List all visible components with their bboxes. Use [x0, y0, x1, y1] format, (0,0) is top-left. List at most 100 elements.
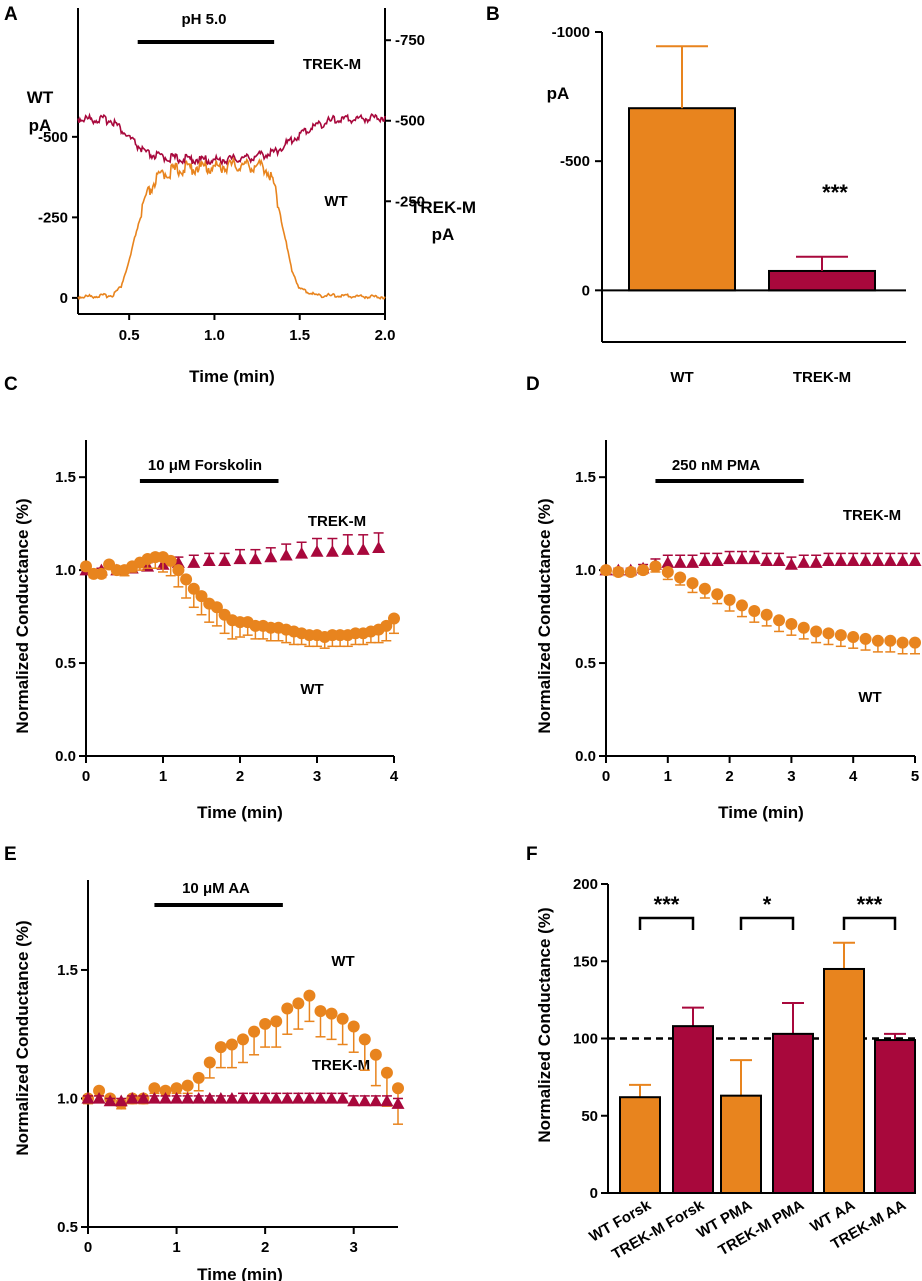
panel-e-trek-point: [280, 1091, 294, 1104]
panel-e: E 10 μM AA WT TREK-M Time (min) Normaliz…: [4, 844, 405, 1281]
panel-d-wt-point: [686, 577, 699, 590]
panel-e-y-tick-label: 1.5: [57, 962, 78, 979]
panel-c-wt-label: WT: [300, 681, 323, 698]
panel-c-trek-point: [187, 556, 201, 568]
panel-c-y-tick-label: 1.0: [55, 562, 76, 579]
panel-c-wt-point: [187, 582, 200, 595]
panel-e-wt-point: [170, 1082, 183, 1095]
panel-e-trek-point: [258, 1091, 272, 1104]
panel-d-trek-point: [710, 554, 724, 567]
panel-d-trek-point: [661, 556, 675, 568]
panel-d-x-tick-label: 3: [787, 768, 795, 785]
panel-e-trek-point: [269, 1091, 283, 1104]
panel-d-wt-point: [859, 632, 872, 645]
panel-e-trek-point: [369, 1094, 383, 1107]
panel-c-y-tick-label: 1.5: [55, 469, 76, 486]
panel-e-wt-point: [358, 1033, 371, 1046]
panel-d-trek-point: [846, 554, 860, 567]
panel-d-trek-point: [686, 556, 700, 568]
panel-a-x-tick-label: 0.5: [119, 327, 140, 344]
panel-d-trek-point: [747, 552, 761, 565]
panel-e-wt-label: WT: [331, 953, 354, 970]
panel-a-x-tick-label: 1.5: [289, 327, 310, 344]
panel-c-wt-point: [210, 601, 223, 614]
panel-f-significance-bracket: [739, 916, 795, 930]
panel-d-trek-point: [871, 554, 885, 567]
panel-f-bar: [823, 967, 865, 1194]
panel-d-wt-point: [637, 564, 650, 577]
panel-c-trek-point: [325, 545, 339, 557]
panel-a-wt-trace: [77, 156, 386, 301]
panel-b-category-label: WT: [670, 369, 693, 386]
panel-c-trek-point: [233, 552, 247, 565]
panel-c-trek-point: [171, 556, 185, 568]
panel-d-trek-point: [883, 554, 897, 567]
panel-e-x-tick-label: 1: [172, 1239, 180, 1256]
panel-a-right-tick-label: -250: [395, 193, 425, 210]
panel-d-y-tick-label: 0.0: [575, 748, 596, 765]
panel-e-trek-point: [225, 1091, 239, 1104]
panel-e-wt-point: [203, 1056, 216, 1069]
panel-d-wt-point: [760, 608, 773, 621]
panel-e-wt-point: [237, 1033, 249, 1046]
panel-d-wt-point: [723, 593, 736, 606]
panel-c-trek-point: [310, 545, 324, 557]
panel-e-wt-point: [380, 1066, 393, 1079]
panel-a-left-label-2: pA: [29, 116, 52, 135]
panel-d-wt-point: [674, 571, 687, 584]
panel-d-wt-point: [909, 636, 921, 649]
panel-d-x-tick-label: 4: [849, 768, 858, 785]
panel-d-wt-point: [612, 565, 625, 578]
panel-d-wt-point: [810, 625, 823, 638]
panel-e-wt-point: [259, 1017, 272, 1030]
panel-e-x-tick-label: 0: [84, 1239, 92, 1256]
panel-c-x-axis-label: Time (min): [197, 803, 283, 822]
panel-e-trek-point: [203, 1091, 217, 1104]
panel-e-x-tick-label: 3: [350, 1239, 358, 1256]
panel-d-wt-label: WT: [858, 689, 881, 706]
panel-b-y-tick-label: -1000: [552, 24, 590, 41]
panel-d-wt-point: [871, 634, 884, 647]
panel-c-y-axis-label: Normalized Conductance (%): [13, 498, 32, 733]
panel-d-trek-point: [908, 554, 922, 567]
panel-e-wt-point: [270, 1015, 283, 1028]
panel-e-x-tick-label: 2: [261, 1239, 269, 1256]
panel-c-x-tick-label: 4: [390, 768, 399, 785]
panel-d: D 250 nM PMA TREK-M WT Time (min) Normal…: [526, 374, 922, 822]
panel-a-treatment-label: pH 5.0: [181, 11, 226, 28]
panel-e-trek-point: [147, 1091, 161, 1104]
panel-a-x-axis-label: Time (min): [189, 367, 275, 386]
panel-f-letter: F: [526, 844, 538, 865]
panel-e-trek-point: [247, 1091, 261, 1104]
panel-b-y-tick-label: -500: [560, 153, 590, 170]
panel-e-trek-label: TREK-M: [312, 1057, 370, 1074]
panel-b-bar: [628, 107, 736, 292]
panel-c-x-tick-label: 3: [313, 768, 321, 785]
panel-d-trek-point: [859, 554, 873, 567]
panel-b-y-tick-label: 0: [582, 282, 590, 299]
panel-e-wt-point: [181, 1079, 194, 1092]
panel-a-x-tick-label: 1.0: [204, 327, 225, 344]
panel-e-wt-point: [248, 1025, 261, 1038]
panel-f-bar: [619, 1096, 661, 1194]
panel-b: B pA *** -1000 -500 0 WT TREK-M: [486, 4, 906, 386]
panel-c-wt-point: [95, 567, 108, 580]
panel-d-wt-point: [896, 636, 909, 649]
panel-d-trek-point: [760, 554, 774, 567]
panel-f-y-tick-label: 50: [581, 1108, 598, 1125]
panel-e-y-tick-label: 1.0: [57, 1090, 78, 1107]
panel-e-y-tick-label: 0.5: [57, 1219, 78, 1236]
panel-d-trek-point: [723, 552, 737, 565]
panel-f-significance-bracket: [842, 916, 897, 930]
panel-c-wt-point: [80, 560, 92, 573]
panel-a-right-label-2: pA: [432, 225, 455, 244]
panel-e-trek-point: [192, 1091, 206, 1104]
panel-f-bar: [874, 1039, 916, 1195]
panel-d-trek-point: [673, 556, 687, 568]
panel-a-right-label-1: TREK-M: [410, 198, 476, 217]
panel-c-wt-point: [380, 619, 393, 632]
panel-d-trek-point: [772, 554, 786, 567]
panel-d-letter: D: [526, 374, 540, 395]
panel-d-wt-point: [624, 565, 637, 578]
panel-a-letter: A: [4, 4, 18, 25]
